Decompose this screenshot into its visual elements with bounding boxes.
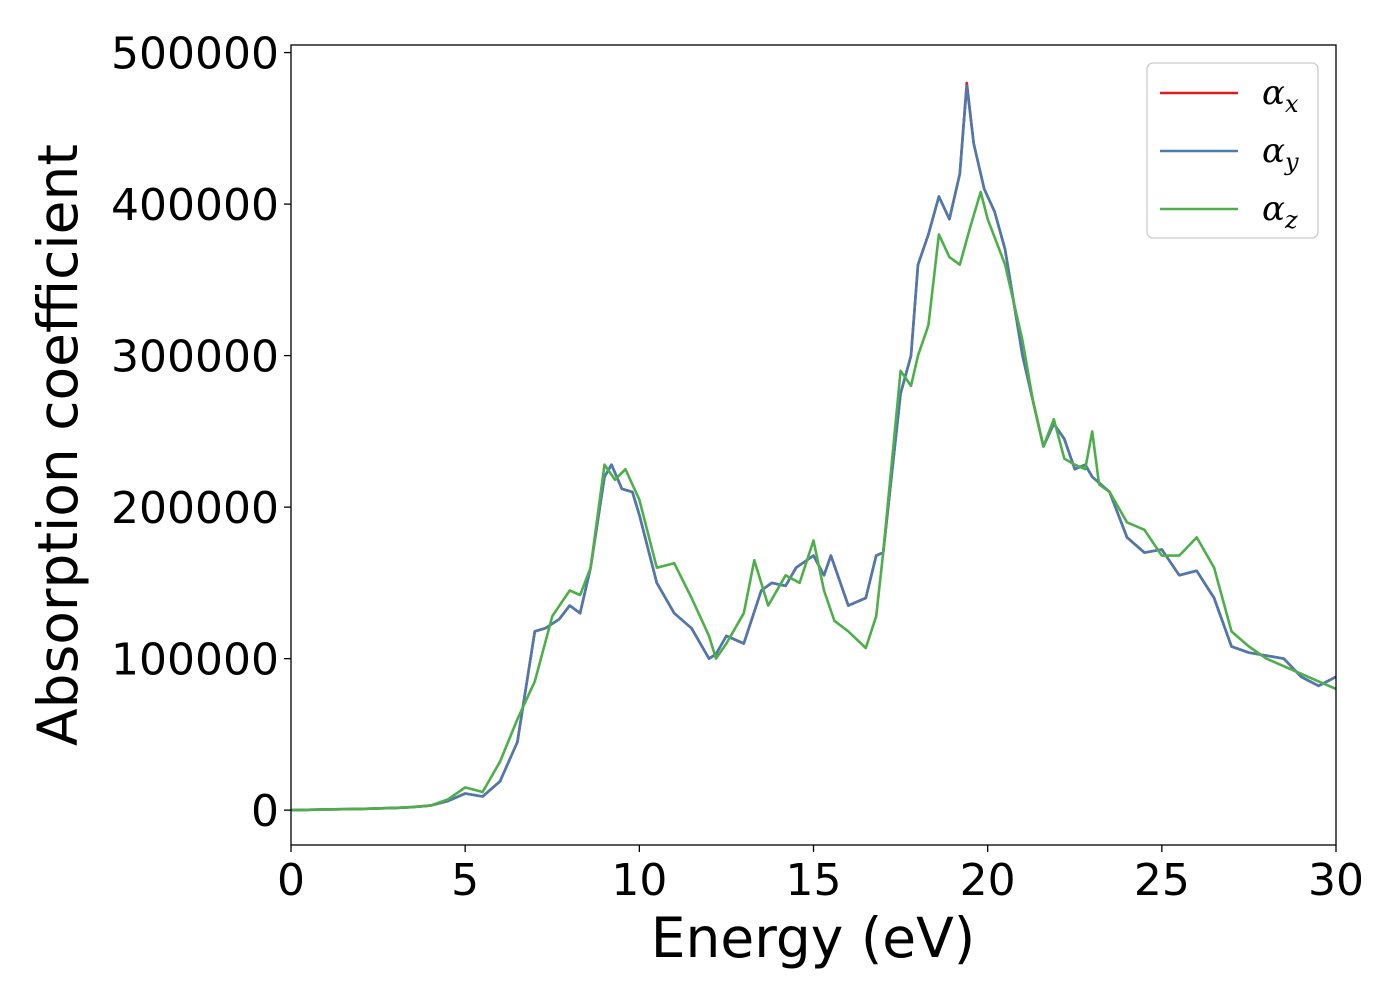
x-tick-label: 5	[451, 855, 479, 906]
y-tick-label: 200000	[111, 483, 279, 534]
x-tick-label: 25	[1134, 855, 1190, 906]
series-layer	[290, 81, 1337, 812]
legend-label-x: αx	[1262, 73, 1299, 118]
y-tick-label: 300000	[111, 332, 279, 383]
series-line-y	[290, 84, 1337, 812]
y-tick-label: 0	[251, 786, 279, 837]
x-tick-label: 10	[611, 855, 667, 906]
x-tick-label: 20	[960, 855, 1016, 906]
x-tick-label: 0	[277, 855, 305, 906]
ticks-layer: 0 5 10 15 20 25 30 0 100000 200000 300000 400000 500…	[111, 29, 1364, 906]
series-line-z	[290, 190, 1337, 812]
x-axis-title: Energy (eV)	[651, 906, 975, 970]
y-tick-label: 500000	[111, 29, 279, 80]
y-tick-label: 100000	[111, 635, 279, 686]
x-tick-label: 30	[1308, 855, 1364, 906]
legend-label-y: αy	[1262, 131, 1299, 176]
y-tick-label: 400000	[111, 180, 279, 231]
y-axis-title: Absorption coefficient	[26, 144, 90, 746]
legend-label-z: αz	[1262, 189, 1298, 234]
x-tick-label: 15	[786, 855, 842, 906]
legend: αx αy αz	[1146, 62, 1319, 239]
